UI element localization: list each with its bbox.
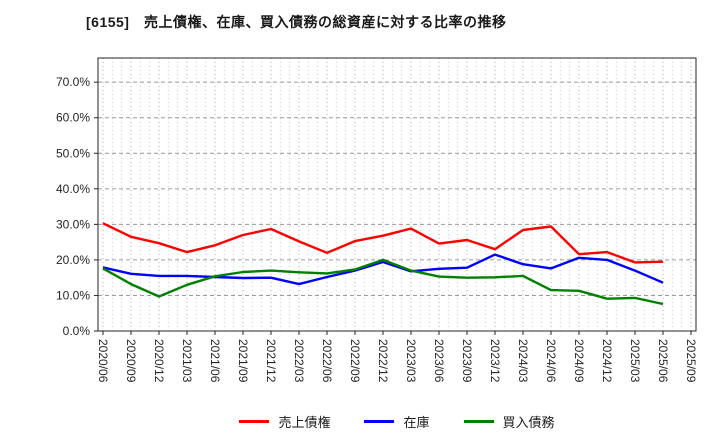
legend-label: 在庫 — [403, 414, 430, 430]
series-line-0 — [102, 222, 664, 264]
x-tick-label: 2023/03 — [404, 339, 418, 383]
legend-line-swatch — [463, 419, 494, 423]
x-tick-label: 2021/09 — [236, 339, 250, 383]
x-tick-label: 2025/09 — [684, 339, 698, 383]
legend-line-swatch — [364, 419, 395, 423]
x-tick-label: 2024/06 — [544, 339, 558, 383]
y-tick-label: 50.0% — [56, 146, 90, 160]
x-tick-label: 2025/03 — [628, 339, 642, 383]
x-tick-label: 2024/09 — [572, 339, 586, 383]
x-tick-label: 2021/03 — [180, 339, 194, 383]
y-tick-label: 60.0% — [56, 111, 90, 125]
y-tick-label: 20.0% — [56, 253, 90, 267]
series-line-1 — [102, 253, 664, 286]
x-tick-label: 2020/06 — [96, 339, 110, 383]
legend-line-swatch — [239, 419, 270, 423]
y-tick-label: 10.0% — [56, 288, 90, 302]
x-tick-label: 2022/09 — [348, 339, 362, 383]
legend-item-0: 売上債権 — [239, 412, 330, 431]
series-line-2 — [102, 258, 664, 306]
x-tick-label: 2022/06 — [320, 339, 334, 383]
y-tick-label: 40.0% — [56, 182, 90, 196]
x-tick-label: 2021/12 — [264, 339, 278, 383]
y-tick-label: 70.0% — [56, 75, 90, 89]
x-tick-label: 2021/06 — [208, 339, 222, 383]
y-tick-label: 30.0% — [56, 217, 90, 231]
x-tick-label: 2025/06 — [656, 339, 670, 383]
x-tick-label: 2023/12 — [488, 339, 502, 383]
x-tick-label: 2023/06 — [432, 339, 446, 383]
x-tick-label: 2024/12 — [600, 339, 614, 383]
x-tick-label: 2023/09 — [460, 339, 474, 383]
y-tick-label: 0.0% — [63, 324, 91, 338]
x-tick-label: 2022/03 — [292, 339, 306, 383]
legend-item-1: 在庫 — [364, 412, 430, 431]
legend-label: 買入債務 — [502, 414, 555, 430]
chart-legend: 売上債権 在庫 買入債務 — [98, 408, 696, 434]
legend-item-2: 買入債務 — [463, 412, 555, 431]
x-tick-label: 2022/12 — [376, 339, 390, 383]
x-tick-label: 2020/12 — [152, 339, 166, 383]
x-tick-label: 2020/09 — [124, 339, 138, 383]
legend-label: 売上債権 — [278, 414, 331, 430]
chart-title: [6155] 売上債権、在庫、買入債務の総資産に対する比率の推移 — [86, 14, 507, 30]
plot-border — [97, 57, 697, 332]
x-tick-label: 2024/03 — [516, 339, 530, 383]
